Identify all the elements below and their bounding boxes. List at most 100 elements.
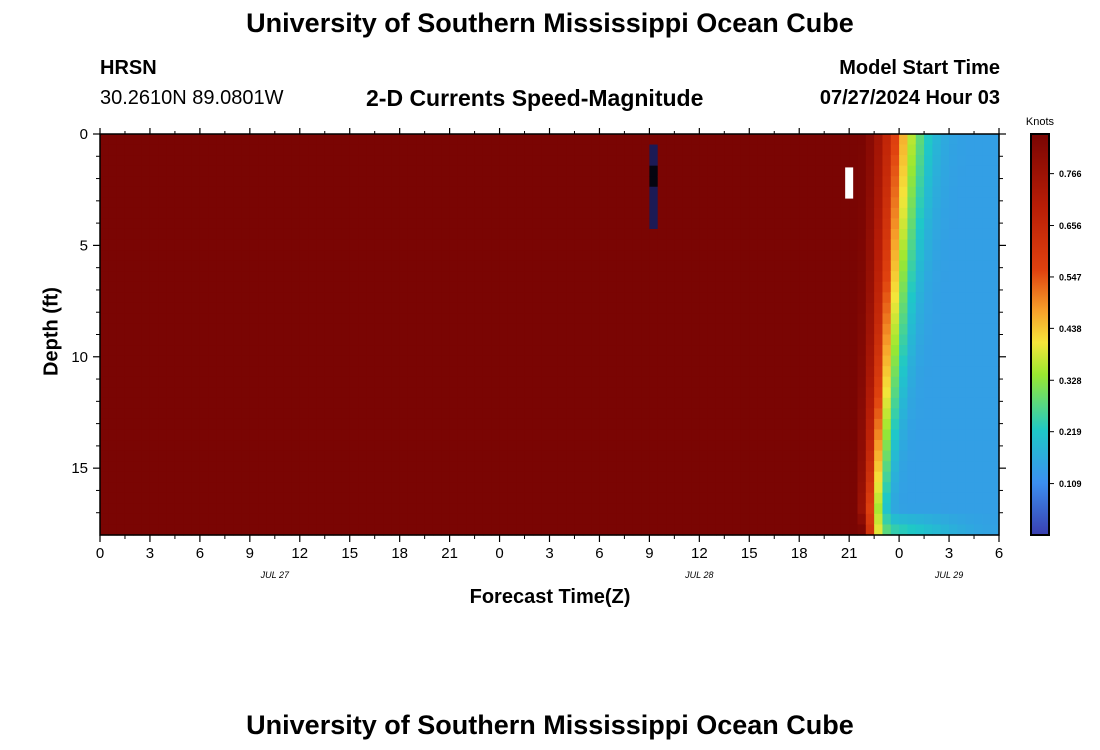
heatmap-cell	[208, 471, 218, 483]
heatmap-cell	[874, 408, 884, 420]
heatmap-cell	[932, 334, 942, 346]
heatmap-cell	[765, 482, 775, 494]
heatmap-cell	[124, 461, 134, 473]
heatmap-cell	[782, 313, 792, 325]
heatmap-cell	[682, 144, 692, 156]
heatmap-cell	[924, 366, 933, 378]
heatmap-cell	[799, 281, 809, 293]
colorbar-tick-label: 0.656	[1059, 221, 1082, 231]
heatmap-cell	[657, 239, 667, 251]
heatmap-cell	[216, 176, 226, 188]
heatmap-cell	[990, 197, 1000, 209]
heatmap-cell	[341, 376, 351, 388]
heatmap-cell	[591, 186, 601, 198]
heatmap-cell	[865, 408, 875, 420]
heatmap-cell	[249, 397, 259, 409]
heatmap-cell	[832, 513, 842, 526]
heatmap-cell	[366, 281, 376, 293]
heatmap-cell	[316, 461, 326, 473]
heatmap-cell	[474, 345, 484, 357]
heatmap-cell	[790, 302, 800, 314]
heatmap-cell	[824, 134, 834, 146]
heatmap-cell	[899, 355, 909, 367]
heatmap-cell	[191, 355, 201, 367]
heatmap-cell	[982, 271, 992, 283]
heatmap-cell	[266, 134, 276, 146]
heatmap-cell	[524, 471, 534, 483]
heatmap-cell	[924, 207, 933, 220]
heatmap-cell	[316, 165, 326, 177]
heatmap-cell	[940, 482, 950, 494]
heatmap-cell	[932, 271, 942, 283]
heatmap-cell	[707, 503, 717, 515]
heatmap-cell	[674, 503, 684, 515]
heatmap-cell	[965, 429, 975, 441]
heatmap-cell	[466, 355, 476, 367]
heatmap-cell	[632, 418, 642, 431]
heatmap-cell	[541, 429, 551, 441]
heatmap-cell	[949, 176, 958, 188]
heatmap-cell	[349, 503, 359, 515]
heatmap-cell	[824, 165, 834, 177]
heatmap-cell	[599, 197, 609, 209]
heatmap-cell	[199, 176, 209, 188]
heatmap-cell	[849, 471, 859, 483]
heatmap-cell	[308, 197, 318, 209]
heatmap-cell	[299, 366, 309, 378]
heatmap-cell	[541, 228, 551, 241]
heatmap-cell	[216, 355, 226, 367]
heatmap-cell	[982, 165, 992, 177]
heatmap-cell	[258, 376, 268, 388]
heatmap-cell	[974, 503, 983, 515]
heatmap-cell	[333, 408, 342, 420]
heatmap-cell	[499, 418, 509, 431]
heatmap-cell	[499, 482, 509, 494]
heatmap-cell	[691, 292, 700, 304]
heatmap-cell	[757, 408, 767, 420]
heatmap-cell	[116, 313, 126, 325]
heatmap-cell	[807, 492, 817, 504]
heatmap-cell	[449, 134, 459, 146]
heatmap-cell	[807, 513, 817, 526]
heatmap-cell	[283, 376, 293, 388]
heatmap-cell	[441, 503, 451, 515]
heatmap-cell	[599, 366, 609, 378]
heatmap-cell	[407, 366, 417, 378]
heatmap-cell	[507, 440, 517, 452]
heatmap-cell	[699, 366, 709, 378]
heatmap-cell	[532, 376, 542, 388]
heatmap-cell	[149, 387, 159, 399]
heatmap-cell	[374, 134, 384, 146]
heatmap-cell	[649, 218, 659, 230]
heatmap-cell	[957, 471, 967, 483]
heatmap-cell	[407, 482, 417, 494]
heatmap-cell	[291, 218, 301, 230]
heatmap-cell	[449, 503, 459, 515]
heatmap-cell	[507, 197, 517, 209]
heatmap-cell	[865, 397, 875, 409]
heatmap-cell	[591, 281, 601, 293]
heatmap-cell	[674, 271, 684, 283]
heatmap-cell	[532, 313, 542, 325]
heatmap-cell	[949, 492, 958, 504]
heatmap-cell	[824, 207, 834, 220]
heatmap-cell	[116, 345, 126, 357]
heatmap-cell	[965, 513, 975, 526]
heatmap-cell	[457, 408, 467, 420]
heatmap-cell	[366, 440, 376, 452]
heatmap-cell	[582, 313, 592, 325]
heatmap-cell	[574, 186, 584, 198]
heatmap-cell	[233, 471, 243, 483]
heatmap-cell	[807, 461, 817, 473]
heatmap-cell	[341, 134, 351, 146]
heatmap-cell	[666, 492, 675, 504]
heatmap-cell	[291, 228, 301, 241]
heatmap-cell	[541, 302, 551, 314]
heatmap-cell	[649, 482, 659, 494]
heatmap-cell	[166, 471, 176, 483]
heatmap-cell	[358, 313, 367, 325]
heatmap-cell	[749, 260, 759, 272]
heatmap-cell	[208, 450, 218, 462]
heatmap-cell	[491, 471, 501, 483]
heatmap-cell	[349, 165, 359, 177]
